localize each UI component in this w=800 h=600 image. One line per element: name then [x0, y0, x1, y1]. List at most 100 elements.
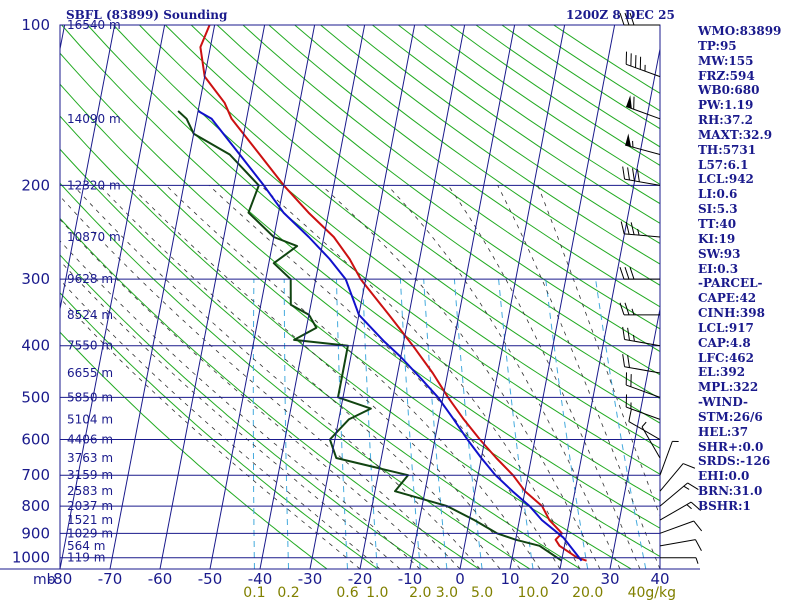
height-label: 1029 m — [67, 526, 113, 540]
isotherm — [359, 25, 466, 569]
wind-barb — [660, 557, 699, 564]
mixing-ratio-line — [283, 279, 289, 569]
index-item: KI:19 — [698, 231, 736, 246]
temperature-tick-label: -70 — [98, 570, 123, 588]
temperature-tick-label: 30 — [600, 570, 619, 588]
height-label: 2037 m — [67, 499, 113, 513]
isotherm — [259, 25, 366, 569]
wind-barb — [622, 326, 661, 347]
height-label: 8524 m — [67, 308, 113, 322]
wind-barb — [619, 267, 660, 280]
mixing-ratio-label: 5.0 — [471, 585, 493, 600]
pressure-tick-label: 300 — [21, 270, 50, 288]
height-label: 1521 m — [67, 513, 113, 527]
mixing-ratio-label: 1.0 — [366, 585, 388, 600]
index-item: BRN:31.0 — [698, 484, 763, 499]
index-item: PW:1.19 — [698, 98, 754, 113]
dry-adiabat — [190, 25, 660, 376]
wind-barb — [620, 221, 661, 238]
wind-barb — [659, 482, 699, 507]
stability-indices-panel: WMO:83899 TP:95 MW:155 FRZ:594 WB0:680 PW:1.1… — [698, 24, 781, 514]
mixing-ratio-line — [595, 279, 647, 569]
isobar-isotherm-grid — [0, 24, 700, 570]
height-label: 14090 m — [67, 112, 121, 126]
dry-adiabat — [61, 25, 660, 502]
dry-adiabat — [294, 25, 660, 286]
isotherm — [459, 25, 566, 569]
moist-adiabat — [60, 218, 441, 569]
index-item: SI:5.3 — [698, 202, 738, 217]
dry-adiabat — [60, 148, 581, 569]
mixing-ratio-label: 0.2 — [277, 585, 299, 600]
pressure-tick-label: 700 — [21, 466, 50, 484]
mixing-ratio-label: 10.0 — [517, 585, 548, 600]
index-item: SRDS:-126 — [698, 454, 771, 469]
index-item: WMO:83899 — [698, 24, 782, 38]
index-item: TP:95 — [698, 38, 737, 53]
index-item: EHI:0.0 — [698, 469, 750, 484]
mixing-ratio-line — [498, 279, 534, 569]
height-label: 119 m — [67, 551, 105, 565]
dry-adiabat — [60, 331, 328, 569]
wind-barb — [625, 372, 661, 398]
mixing-ratio-line — [453, 279, 483, 569]
wind-barb — [659, 463, 696, 492]
temperature-line — [199, 25, 587, 562]
background-lines — [60, 25, 660, 569]
mixing-ratio-line — [336, 279, 348, 569]
wind-barb — [659, 520, 703, 534]
wind-barb — [659, 501, 701, 521]
height-label: 6655 m — [67, 366, 113, 380]
moist-adiabat — [497, 185, 660, 569]
temperature-tick-label: -50 — [198, 570, 223, 588]
index-item: MW:155 — [698, 53, 754, 68]
wind-barb — [622, 166, 661, 186]
moist-adiabat — [73, 185, 481, 569]
index-item: CINH:398 — [698, 306, 765, 321]
index-item: MPL:322 — [698, 380, 759, 395]
plot-frame — [59, 24, 661, 570]
moist-adiabat — [99, 185, 501, 569]
mixing-ratio-line — [399, 279, 421, 569]
moist-adiabat — [537, 185, 660, 518]
dry-adiabat — [60, 182, 531, 569]
wind-barb — [625, 51, 661, 78]
isotherm — [60, 25, 66, 52]
isotherm — [159, 25, 266, 569]
pressure-tick-label: 1000 — [12, 549, 50, 567]
wind-barb — [659, 539, 702, 551]
height-label: 12320 m — [67, 178, 121, 192]
temperature-tick-label: -40 — [248, 570, 273, 588]
data-lines — [177, 25, 587, 562]
index-item: SHR+:0.0 — [698, 439, 764, 454]
pressure-unit-label: mb — [33, 572, 56, 588]
height-label: 5104 m — [67, 412, 113, 426]
isotherm — [409, 25, 516, 569]
wind-barb — [659, 440, 679, 476]
wind-barb — [619, 12, 660, 26]
mixing-ratio-line — [423, 279, 448, 569]
dry-adiabat — [216, 25, 660, 353]
index-item: LCL:942 — [698, 172, 754, 187]
index-item: LI:0.6 — [698, 187, 738, 202]
mixing-ratio-label: 0.1 — [243, 585, 265, 600]
temperature-tick-label: -20 — [348, 570, 373, 588]
height-label: 2583 m — [67, 484, 113, 498]
height-label: 9628 m — [67, 272, 113, 286]
dry-adiabat — [60, 292, 379, 569]
index-item: WB0:680 — [698, 83, 760, 98]
index-item: BSHR:1 — [698, 499, 751, 513]
mixing-ratio-label: 0.6 — [336, 585, 358, 600]
wind-barb — [641, 421, 661, 459]
mixing-ratio-label: 2.0 — [409, 585, 431, 600]
index-item: RH:37.2 — [698, 113, 753, 128]
mixing-ratio-label: 40g/kg — [628, 585, 676, 600]
wind-barb — [622, 354, 661, 374]
pressure-tick-label: 100 — [21, 16, 50, 34]
moist-adiabat — [60, 240, 421, 569]
isotherm — [609, 306, 660, 569]
index-item: -WIND- — [698, 395, 748, 410]
mixing-ratio-line — [545, 279, 589, 569]
pressure-tick-label: 800 — [21, 497, 50, 515]
